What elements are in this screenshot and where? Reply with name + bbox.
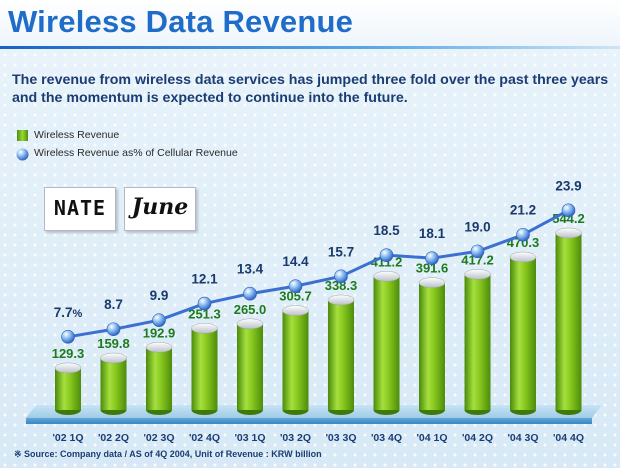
percent-value-label: 14.4 (282, 254, 309, 269)
page-title: Wireless Data Revenue (8, 4, 354, 39)
bar-legend-icon (17, 130, 28, 141)
x-tick-label: '04 1Q (416, 432, 447, 444)
bar-value-label: 391.6 (416, 261, 449, 276)
bar (236, 318, 264, 415)
percent-marker (152, 313, 166, 327)
percent-marker (288, 279, 303, 293)
x-tick-label: '03 1Q (234, 432, 265, 444)
bar (191, 323, 218, 415)
percent-suffix: % (73, 308, 83, 320)
percent-marker (561, 203, 576, 218)
bar-value-label: 159.8 (97, 336, 130, 351)
x-tick-label: '04 2Q (462, 432, 493, 444)
percent-marker (470, 244, 485, 259)
percent-marker (61, 329, 75, 344)
legend-line-label: Wireless Revenue as% of Cellular Revenue (34, 147, 238, 159)
bar (418, 277, 446, 415)
x-tick-label: '02 3Q (143, 432, 174, 444)
x-tick-label: '02 2Q (98, 432, 129, 444)
percent-marker (334, 269, 348, 284)
legend-bar-label: Wireless Revenue (34, 129, 120, 141)
percent-value-label: 13.4 (237, 262, 264, 277)
bar-value-label: 192.9 (143, 325, 176, 340)
bar (282, 305, 309, 415)
bar (555, 227, 582, 415)
percent-marker (516, 227, 530, 242)
subtitle: The revenue from wireless data services … (12, 72, 609, 106)
percent-value-label: 19.0 (464, 219, 490, 234)
x-tick-label: '03 2Q (280, 432, 311, 444)
bar-value-label: 265.0 (234, 302, 267, 317)
percent-line (67, 209, 570, 339)
june-logo-text: June (131, 194, 189, 220)
bar (100, 352, 127, 415)
percent-marker (243, 286, 257, 301)
percent-value-label: 18.5 (373, 223, 400, 238)
bar (373, 271, 400, 415)
nate-logo-text: NATE (53, 196, 107, 220)
bar (327, 294, 355, 415)
chart-floor-edge (26, 418, 592, 424)
percent-value-label: 15.7 (328, 244, 354, 259)
x-tick-label: '03 3Q (325, 432, 356, 444)
header-underline (0, 46, 620, 49)
x-tick-label: '04 3Q (507, 432, 538, 444)
bar-value-label: 305.7 (279, 289, 312, 304)
bar-value-label: 417.2 (461, 252, 494, 267)
x-tick-label: '03 4Q (371, 432, 402, 444)
x-tick-label: '02 4Q (189, 432, 220, 444)
percent-marker (197, 296, 212, 311)
percent-value-label: 23.9 (555, 178, 581, 193)
june-logo: June (124, 187, 196, 231)
percent-marker (425, 251, 439, 265)
percent-marker (379, 248, 394, 262)
percent-value-label: 7.7% (54, 305, 83, 320)
line-legend-icon (16, 148, 29, 161)
percent-value-label: 9.9 (150, 288, 169, 303)
bar (54, 362, 82, 415)
bar-value-label: 129.3 (52, 346, 85, 361)
bar-value-label: 338.3 (325, 278, 358, 293)
header-bar: Wireless Data Revenue (0, 0, 620, 48)
percent-value-label: 8.7 (104, 297, 123, 312)
bar (464, 269, 491, 415)
x-tick-label: '04 4Q (553, 432, 584, 444)
footnote: ※ Source: Company data / AS of 4Q 2004, … (14, 449, 322, 459)
percent-value-label: 12.1 (191, 272, 218, 287)
percent-marker (106, 322, 121, 337)
nate-logo: NATE (44, 187, 116, 231)
percent-value-label: 18.1 (419, 226, 446, 241)
percent-value-label: 21.2 (510, 203, 536, 218)
bar (509, 251, 537, 415)
bar (145, 342, 173, 415)
x-tick-label: '02 1Q (52, 432, 83, 444)
bar-value-label: 251.3 (188, 306, 221, 321)
